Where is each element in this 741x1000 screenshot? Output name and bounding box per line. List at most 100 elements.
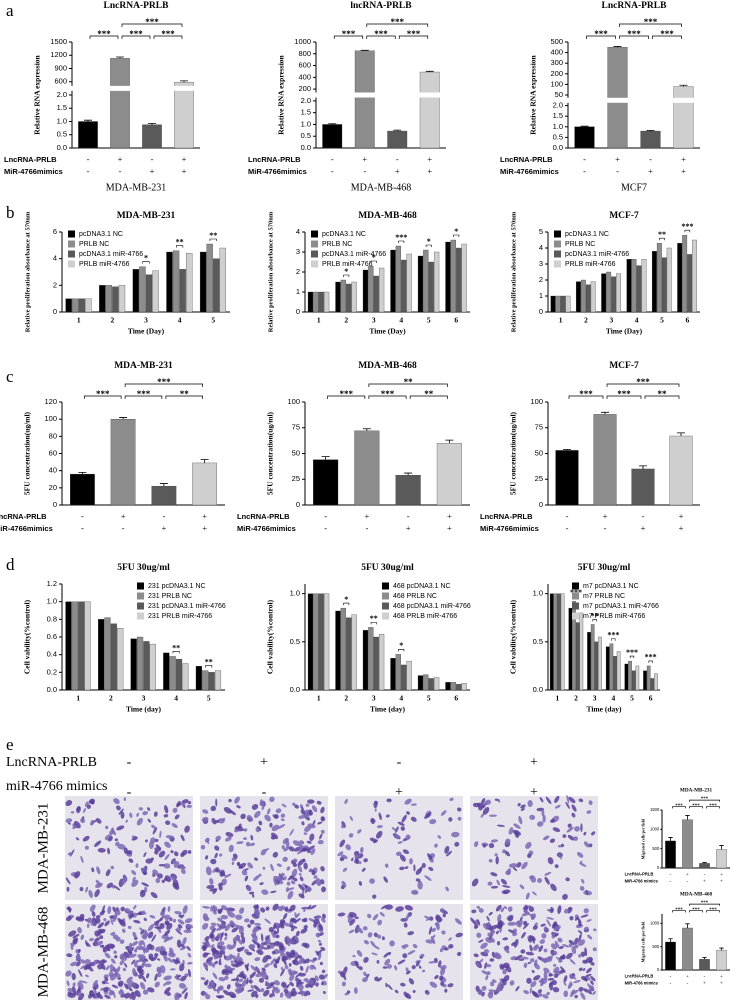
cell (187, 961, 193, 965)
x-tick-label: 3 (372, 316, 376, 325)
cell (474, 841, 479, 848)
cell (152, 827, 158, 835)
cell (281, 844, 285, 850)
cell (120, 811, 125, 819)
cell (210, 922, 217, 926)
cell (105, 965, 110, 971)
legend-label: PRLB miR-4766 (79, 261, 130, 268)
cell (405, 970, 411, 975)
cell (254, 857, 259, 861)
cell (520, 808, 525, 811)
cell (358, 880, 363, 886)
cell (550, 819, 556, 823)
cell (269, 993, 274, 998)
cell (221, 932, 224, 938)
y-tick-label: 500 (652, 846, 660, 851)
cell (251, 804, 259, 810)
cell (425, 939, 434, 944)
cell (294, 935, 299, 943)
cell (287, 938, 292, 947)
cell (478, 908, 484, 913)
y-tick-label: 2.0 (553, 101, 563, 110)
cell (157, 958, 161, 961)
cell (583, 908, 589, 914)
cell (258, 977, 264, 983)
cell (144, 929, 149, 937)
cell (320, 829, 325, 834)
significance-bracket (333, 35, 364, 39)
cell (163, 863, 171, 869)
cell (397, 821, 405, 826)
bar (636, 265, 642, 313)
significance-bracket (659, 237, 665, 241)
cell (377, 934, 382, 939)
cell (300, 928, 308, 934)
cell (543, 835, 550, 841)
y-tick-label: 1 (539, 291, 543, 300)
cell (298, 893, 305, 899)
cell (224, 975, 229, 980)
y-tick-label: 25 (292, 474, 300, 483)
cell (150, 892, 158, 899)
significance-label: *** (692, 908, 700, 913)
cell (260, 988, 265, 993)
cell (315, 932, 320, 938)
x-tick-label: 5 (211, 316, 215, 325)
cell (550, 943, 557, 950)
cell (487, 992, 494, 999)
cell (551, 980, 557, 986)
cell (553, 950, 558, 956)
cell (244, 875, 249, 882)
y-tick-label: 0.0 (301, 143, 311, 152)
error-bar (360, 49, 369, 51)
condition-label: MiR-4766 mimics (625, 878, 659, 883)
cell (578, 967, 583, 972)
cell (362, 977, 368, 983)
significance-bracket (606, 383, 680, 387)
cell (210, 905, 213, 912)
condition-sign: - (331, 166, 334, 176)
cell (508, 863, 518, 868)
cell (307, 904, 312, 910)
cell (140, 929, 145, 935)
cell (473, 953, 479, 958)
cell (261, 971, 267, 980)
significance-label: ** (172, 643, 180, 652)
cell (440, 981, 444, 986)
cell (289, 981, 294, 987)
x-axis-label: Time (Day) (606, 327, 643, 336)
condition-sign: - (616, 166, 619, 176)
significance-label: *** (701, 901, 709, 906)
cell (256, 943, 261, 949)
cell (563, 990, 569, 998)
cell (224, 964, 228, 969)
condition-sign: - (162, 511, 165, 521)
significance-bracket (684, 229, 691, 233)
cell (400, 982, 406, 987)
bar (692, 239, 697, 313)
cell (529, 935, 536, 942)
condition-sign: - (127, 755, 132, 770)
x-tick-label: 2 (574, 694, 578, 703)
cell (128, 858, 134, 863)
cell (538, 993, 543, 997)
cell (284, 906, 289, 912)
cell (307, 823, 316, 829)
cell (266, 808, 271, 815)
significance-label: *** (607, 631, 619, 640)
legend-label: m7 PRLB miR-4766 (583, 613, 645, 620)
cell (295, 930, 300, 937)
condition-sign: + (118, 154, 123, 164)
error-bar (702, 957, 707, 960)
condition-sign: - (407, 511, 410, 521)
cell (480, 813, 485, 818)
cell (135, 863, 139, 868)
bar (656, 243, 662, 313)
cell (219, 871, 226, 877)
cell (495, 984, 503, 993)
cell (171, 876, 176, 881)
cell (530, 981, 537, 988)
cell (286, 983, 290, 989)
legend-swatch (311, 260, 318, 268)
chart-title: 5FU 30ug/ml (361, 563, 414, 573)
